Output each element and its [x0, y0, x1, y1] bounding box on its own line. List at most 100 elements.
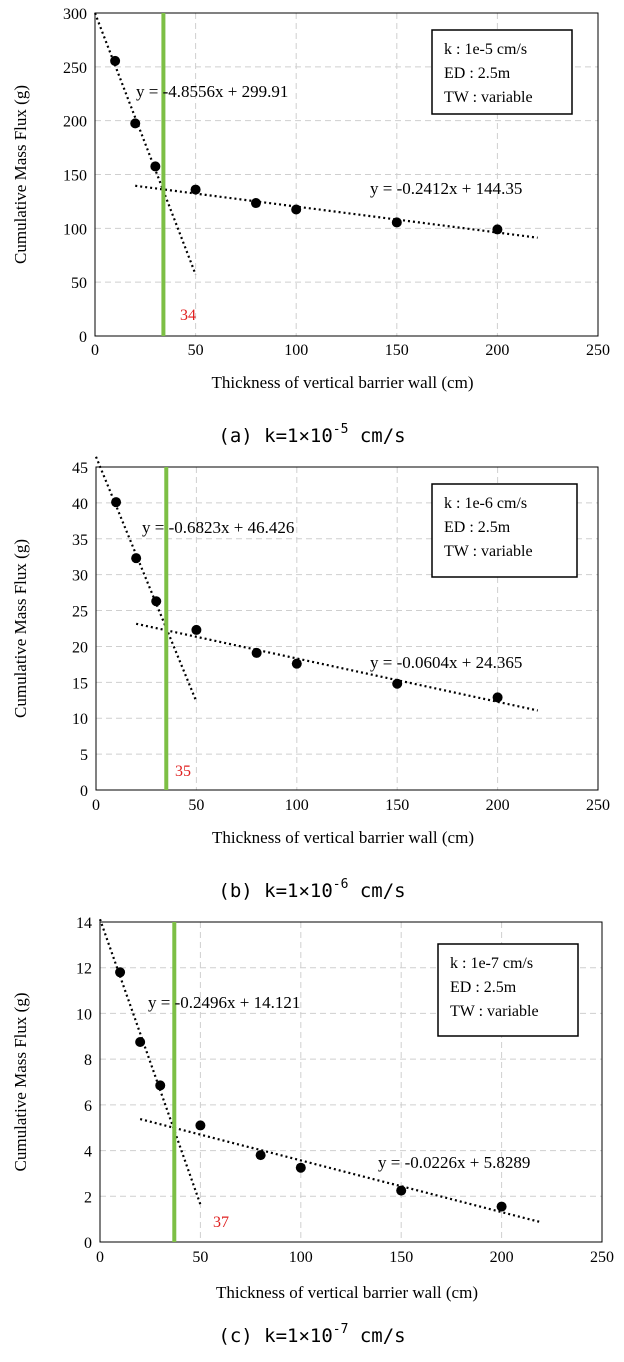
x-tick-label: 0: [92, 797, 100, 814]
data-point: [150, 161, 161, 172]
y-tick-label: 14: [76, 915, 92, 932]
x-tick-label: 150: [385, 797, 409, 814]
y-tick-label: 150: [63, 168, 87, 185]
data-point: [396, 1185, 407, 1196]
chart-panel-1: 0 50 100 150 200 250 0 50 100 150 200 250 300 Thickne…: [11, 6, 610, 447]
y-tick-label: 250: [63, 60, 87, 77]
caption-suffix: cm/s: [348, 1325, 405, 1347]
legend-line: k : 1e-7 cm/s: [450, 955, 533, 972]
y-tick-label: 12: [76, 961, 92, 978]
x-axis-title: Thickness of vertical barrier wall (cm): [216, 1283, 478, 1302]
data-point: [155, 1080, 166, 1091]
x-tick-label: 250: [590, 1249, 614, 1266]
data-point: [492, 692, 503, 703]
data-point: [151, 596, 162, 607]
legend-box: [437, 943, 579, 1037]
critical-thickness-label: 37: [213, 1214, 229, 1231]
data-point: [190, 184, 201, 195]
data-point: [191, 624, 202, 635]
y-tick-label: 0: [79, 329, 87, 346]
y-tick-label: 6: [84, 1098, 92, 1115]
data-point: [391, 217, 402, 228]
data-point: [291, 658, 302, 669]
y-axis-title: Cumulative Mass Flux (g): [11, 539, 30, 718]
x-tick-label: 150: [389, 1249, 413, 1266]
caption-exponent: -7: [333, 1322, 349, 1337]
x-tick-label: 250: [586, 342, 610, 359]
trendline-equation-1: y = -4.8556x + 299.91: [136, 82, 288, 101]
data-point: [250, 198, 261, 209]
y-tick-label: 8: [84, 1052, 92, 1069]
trendline-1: [98, 918, 202, 1205]
x-tick-label: 100: [289, 1249, 313, 1266]
y-tick-label: 10: [76, 1006, 92, 1023]
y-tick-label: 50: [71, 275, 87, 292]
caption-exponent: -6: [333, 877, 349, 892]
legend-box: [431, 29, 573, 115]
y-tick-label: 45: [72, 460, 88, 477]
y-tick-label: 20: [72, 639, 88, 656]
y-tick-label: 10: [72, 711, 88, 728]
y-tick-label: 2: [84, 1189, 92, 1206]
y-tick-label: 35: [72, 532, 88, 549]
y-tick-label: 15: [72, 675, 88, 692]
data-point: [130, 118, 141, 129]
x-tick-label: 250: [586, 797, 610, 814]
trendline-1: [94, 456, 198, 703]
data-point: [251, 647, 262, 658]
trendline-2: [139, 1118, 543, 1224]
data-point: [295, 1162, 306, 1173]
trendline-1: [93, 12, 197, 275]
x-tick-label: 50: [188, 797, 204, 814]
critical-thickness-label: 34: [180, 307, 196, 324]
chart-panel-2: 0 50 100 150 200 250 0 5 10 15 20 25 30 35 40 45 Thickne…: [11, 456, 610, 902]
caption-suffix: cm/s: [348, 425, 405, 447]
caption-exponent: -5: [333, 422, 349, 437]
plot-frame: [94, 12, 599, 337]
x-tick-label: 100: [284, 342, 308, 359]
x-axis-title: Thickness of vertical barrier wall (cm): [212, 828, 474, 847]
trendline-equation-2: y = -0.0226x + 5.8289: [378, 1153, 530, 1172]
data-point: [115, 967, 126, 978]
data-point: [111, 497, 122, 508]
y-tick-label: 200: [63, 114, 87, 131]
data-point: [392, 678, 403, 689]
y-tick-label: 300: [63, 6, 87, 23]
caption-suffix: cm/s: [348, 880, 405, 902]
x-tick-label: 200: [490, 1249, 514, 1266]
x-tick-label: 200: [485, 342, 509, 359]
data-point: [255, 1150, 266, 1161]
plot-frame: [95, 466, 599, 791]
y-tick-label: 100: [63, 221, 87, 238]
y-tick-label: 30: [72, 568, 88, 585]
caption-prefix: (c) k=1×10: [218, 1325, 332, 1347]
legend-line: TW : variable: [450, 1003, 539, 1020]
legend-box: [431, 483, 578, 578]
y-axis-title: Cumulative Mass Flux (g): [11, 85, 30, 264]
y-tick-label: 40: [72, 496, 88, 513]
x-tick-label: 150: [385, 342, 409, 359]
trendline-2: [135, 622, 538, 712]
data-point: [131, 553, 142, 564]
y-tick-label: 0: [80, 783, 88, 800]
data-point: [496, 1201, 507, 1212]
critical-thickness-label: 35: [175, 763, 191, 780]
panel-caption: (a) k=1×10-5 cm/s: [218, 422, 405, 447]
trendline-equation-2: y = -0.2412x + 144.35: [370, 179, 522, 198]
trendline-equation-1: y = -0.2496x + 14.121: [148, 993, 300, 1012]
y-tick-label: 0: [84, 1235, 92, 1252]
caption-prefix: (b) k=1×10: [218, 880, 332, 902]
data-point: [492, 224, 503, 235]
legend-line: k : 1e-6 cm/s: [444, 495, 527, 512]
trendline-equation-2: y = -0.0604x + 24.365: [370, 653, 522, 672]
legend-line: TW : variable: [444, 89, 533, 106]
legend-line: TW : variable: [444, 543, 533, 560]
legend-line: ED : 2.5m: [444, 65, 511, 82]
caption-prefix: (a) k=1×10: [218, 425, 332, 447]
legend-line: k : 1e-5 cm/s: [444, 41, 527, 58]
y-tick-label: 25: [72, 604, 88, 621]
plot-frame: [99, 921, 603, 1243]
y-tick-label: 4: [84, 1144, 92, 1161]
